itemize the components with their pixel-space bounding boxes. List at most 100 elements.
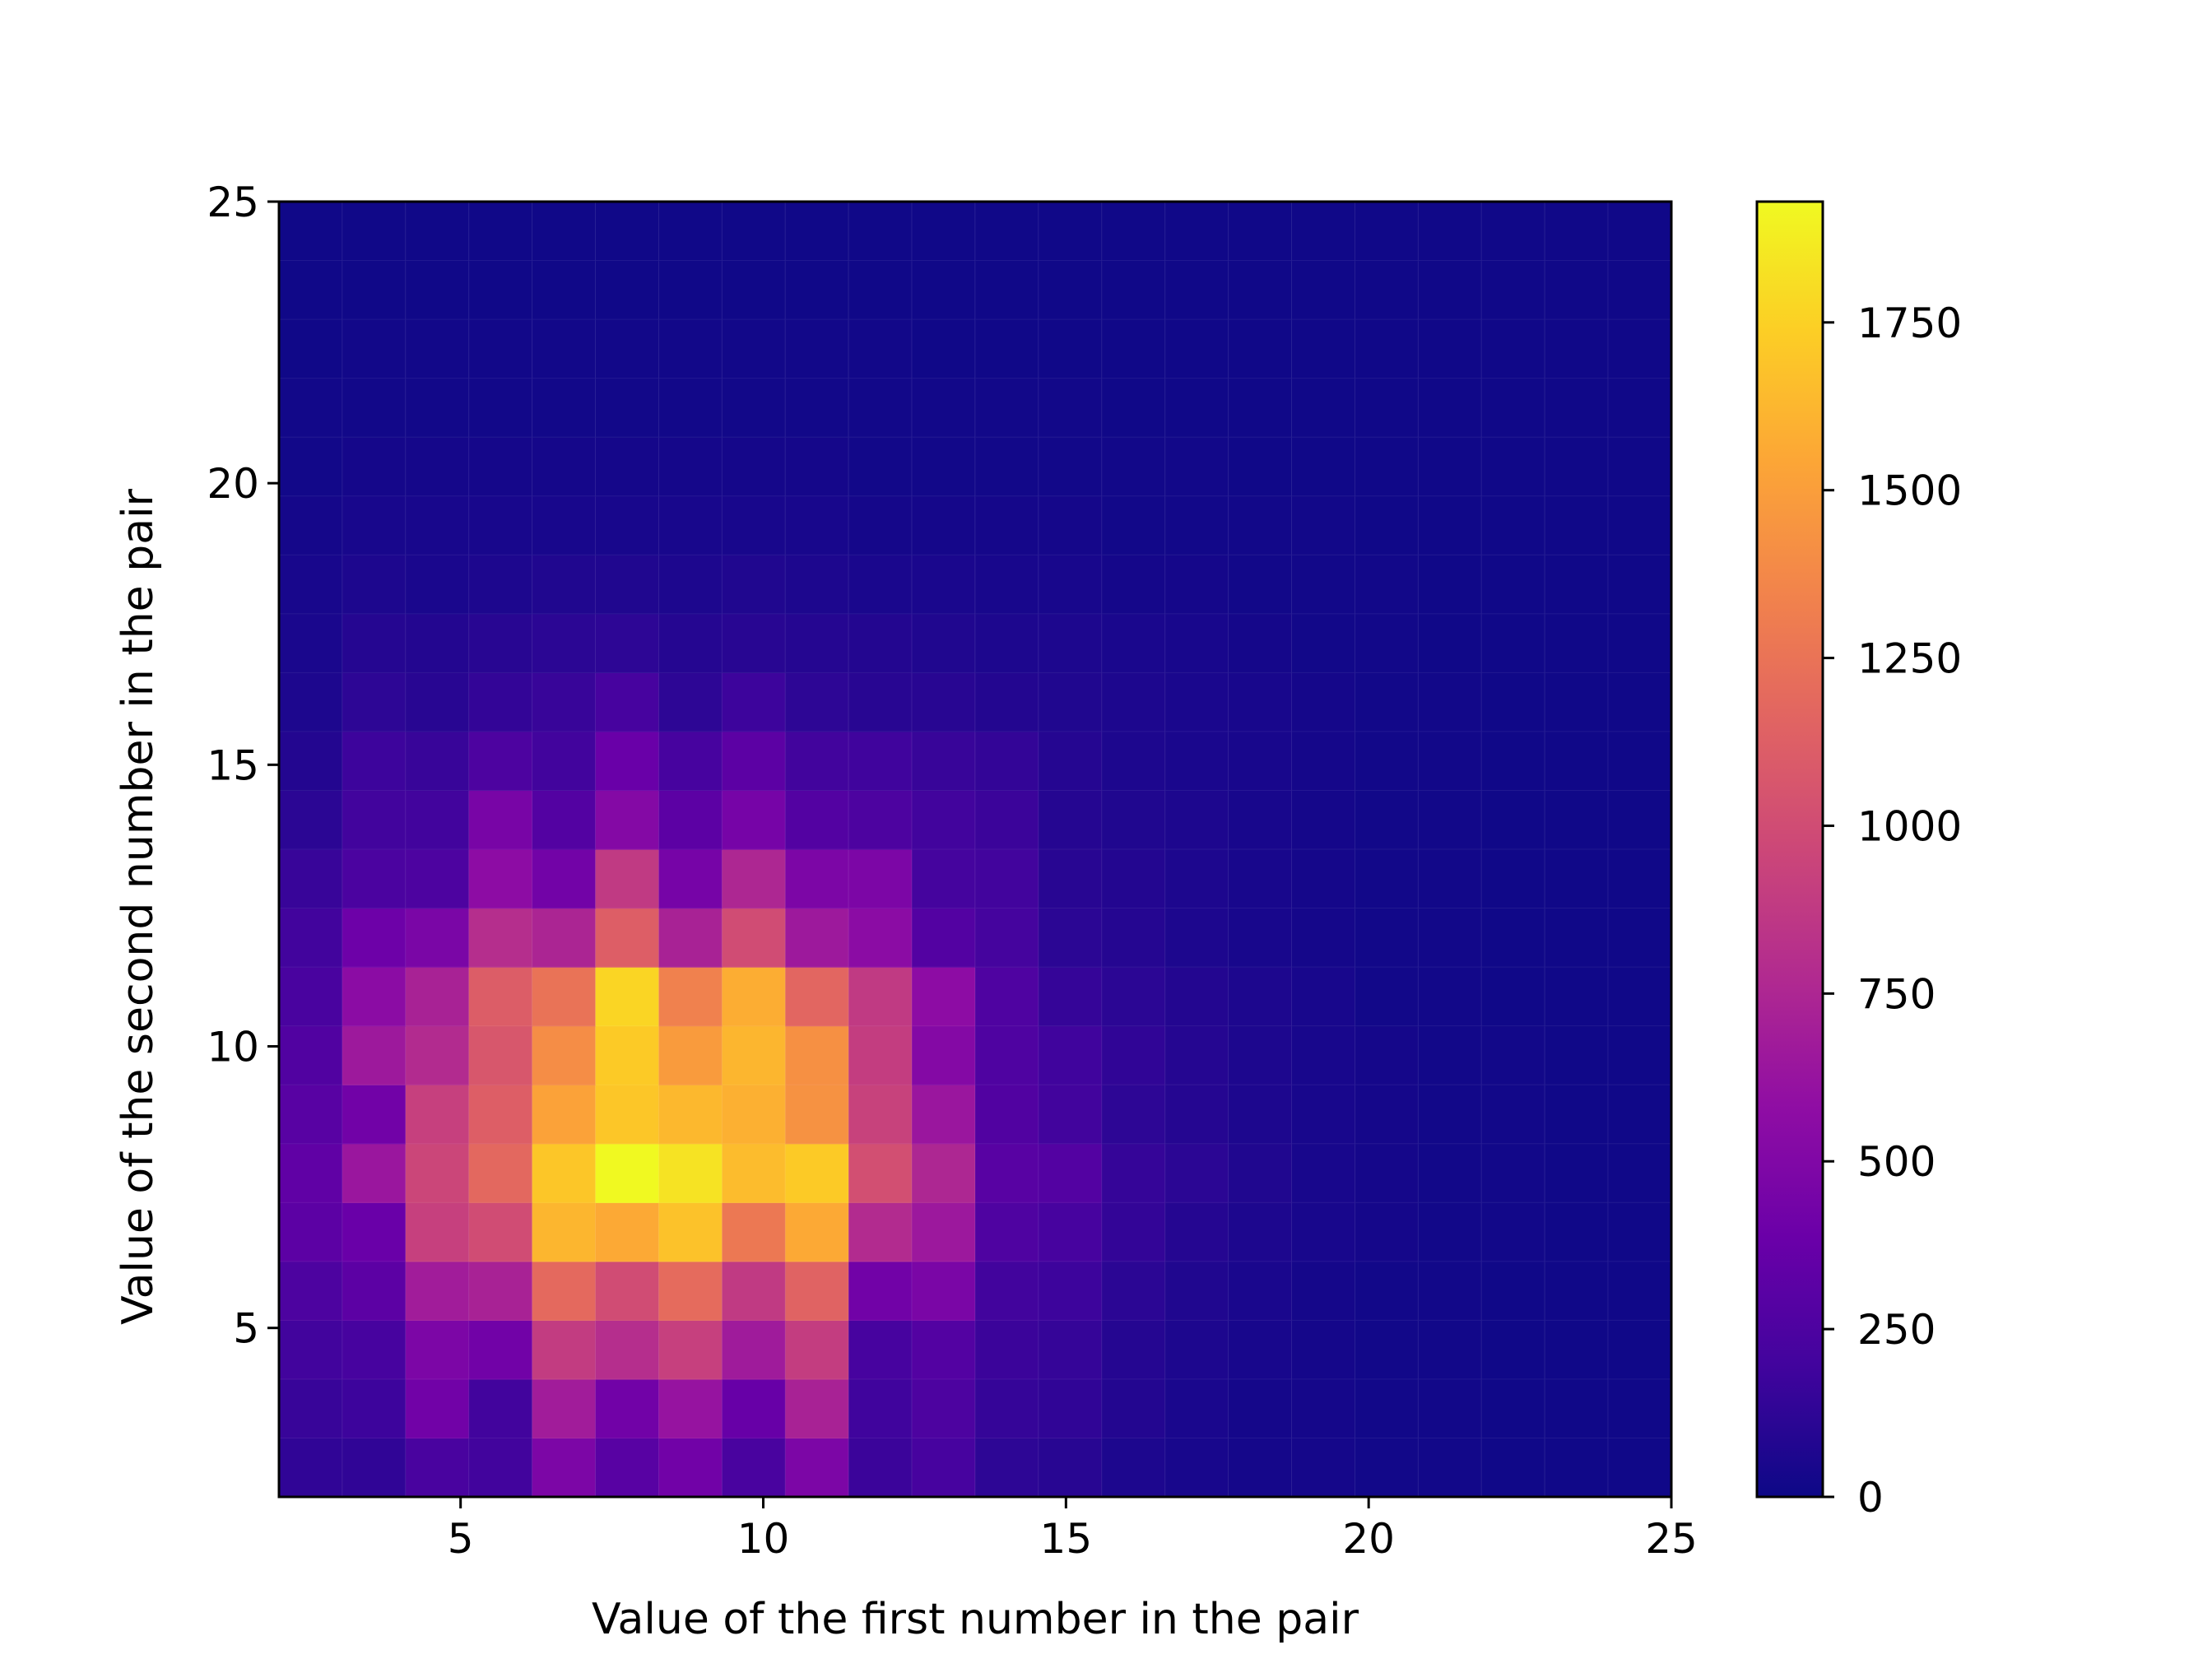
heatmap-cell xyxy=(1101,731,1166,792)
heatmap-cell xyxy=(1291,967,1356,1027)
heatmap-cell xyxy=(975,1261,1039,1321)
heatmap-cell xyxy=(342,555,407,615)
heatmap-cell xyxy=(595,1320,660,1380)
heatmap-cell xyxy=(785,849,849,909)
y-axis-label: Value of the second number in the pair xyxy=(114,488,163,1324)
heatmap-cell xyxy=(1545,495,1609,555)
heatmap-cell xyxy=(722,967,786,1027)
heatmap-cell xyxy=(1418,1025,1482,1085)
heatmap-cell xyxy=(1228,908,1293,968)
heatmap-cell xyxy=(279,1261,343,1321)
heatmap-cell xyxy=(342,908,407,968)
heatmap-cell xyxy=(912,672,976,732)
heatmap-cell xyxy=(785,967,849,1027)
heatmap-cell xyxy=(1608,849,1672,909)
heatmap-cell xyxy=(1418,849,1482,909)
heatmap-cell xyxy=(1164,1085,1229,1145)
y-tick-label: 5 xyxy=(233,1305,259,1353)
heatmap-cell xyxy=(1545,849,1609,909)
heatmap-cell xyxy=(658,1438,723,1498)
heatmap-cell xyxy=(1101,613,1166,673)
heatmap-cell xyxy=(1038,908,1103,968)
heatmap-cell xyxy=(1101,202,1166,262)
heatmap-cell xyxy=(785,613,849,673)
heatmap-cell xyxy=(1228,437,1293,497)
heatmap-cell xyxy=(1545,1085,1609,1145)
heatmap-cell xyxy=(595,319,660,379)
heatmap-cell xyxy=(1038,613,1103,673)
heatmap-cell xyxy=(532,495,597,555)
heatmap-cell xyxy=(1355,1320,1419,1380)
heatmap-cell xyxy=(1355,849,1419,909)
heatmap-cell xyxy=(342,849,407,909)
heatmap-cell xyxy=(1164,437,1229,497)
heatmap-cell xyxy=(468,555,533,615)
heatmap-cell xyxy=(1481,495,1545,555)
heatmap-cell xyxy=(1481,967,1545,1027)
heatmap-cell xyxy=(1481,790,1545,850)
heatmap-cell xyxy=(848,319,913,379)
heatmap-cell xyxy=(532,1320,597,1380)
heatmap-cell xyxy=(1608,1085,1672,1145)
heatmap-cell xyxy=(1545,613,1609,673)
heatmap-cell xyxy=(532,1143,597,1203)
heatmap-cell xyxy=(912,378,976,438)
heatmap-cell xyxy=(785,1320,849,1380)
heatmap-cell xyxy=(848,1438,913,1498)
heatmap-cell xyxy=(785,731,849,792)
heatmap-cell xyxy=(1481,1143,1545,1203)
heatmap-cell xyxy=(1291,1143,1356,1203)
heatmap-cell xyxy=(1481,1378,1545,1439)
heatmap-cell xyxy=(1228,790,1293,850)
heatmap-cell xyxy=(975,908,1039,968)
heatmap-cell xyxy=(1228,1320,1293,1380)
heatmap-cell xyxy=(722,1202,786,1262)
heatmap-cell xyxy=(1228,1438,1293,1498)
x-tick-label: 25 xyxy=(1645,1515,1698,1563)
heatmap-cell xyxy=(468,613,533,673)
heatmap-cell xyxy=(1418,1202,1482,1262)
heatmap-cell xyxy=(1164,202,1229,262)
heatmap-cell xyxy=(1545,1143,1609,1203)
heatmap-cell xyxy=(1355,1261,1419,1321)
heatmap-cell xyxy=(1481,1025,1545,1085)
heatmap-cell xyxy=(595,260,660,320)
heatmap-cell xyxy=(1228,378,1293,438)
heatmap-cell xyxy=(975,1320,1039,1380)
heatmap-cell xyxy=(658,1320,723,1380)
heatmap-cell xyxy=(1291,1438,1356,1498)
heatmap-cell xyxy=(342,1085,407,1145)
heatmap-cell xyxy=(595,731,660,792)
heatmap-cell xyxy=(1545,437,1609,497)
colorbar-tick-label: 1750 xyxy=(1857,300,1962,347)
heatmap-cell xyxy=(975,967,1039,1027)
heatmap-cell xyxy=(1608,672,1672,732)
heatmap-cell xyxy=(468,495,533,555)
heatmap-cell xyxy=(342,1261,407,1321)
heatmap-cell xyxy=(1545,790,1609,850)
heatmap-cell xyxy=(1608,908,1672,968)
heatmap-cell xyxy=(1038,319,1103,379)
heatmap-cell xyxy=(1355,1378,1419,1439)
heatmap-cell xyxy=(279,790,343,850)
heatmap-cell xyxy=(1481,849,1545,909)
heatmap-cell xyxy=(722,908,786,968)
heatmap-cell xyxy=(405,967,470,1027)
heatmap-cell xyxy=(405,495,470,555)
heatmap-cell xyxy=(1355,1438,1419,1498)
heatmap-cell xyxy=(1608,967,1672,1027)
heatmap-cell xyxy=(405,849,470,909)
heatmap-cell xyxy=(975,319,1039,379)
heatmap-cell xyxy=(1291,437,1356,497)
heatmap-cell xyxy=(1164,1202,1229,1262)
heatmap-cell xyxy=(595,202,660,262)
heatmap-cell xyxy=(595,495,660,555)
heatmap-cell xyxy=(975,437,1039,497)
heatmap-cell xyxy=(722,1143,786,1203)
heatmap-cell xyxy=(342,967,407,1027)
heatmap-cell xyxy=(1228,1261,1293,1321)
heatmap-cell xyxy=(405,790,470,850)
heatmap-cell xyxy=(722,1025,786,1085)
heatmap-cell xyxy=(1545,908,1609,968)
heatmap-cell xyxy=(1608,319,1672,379)
